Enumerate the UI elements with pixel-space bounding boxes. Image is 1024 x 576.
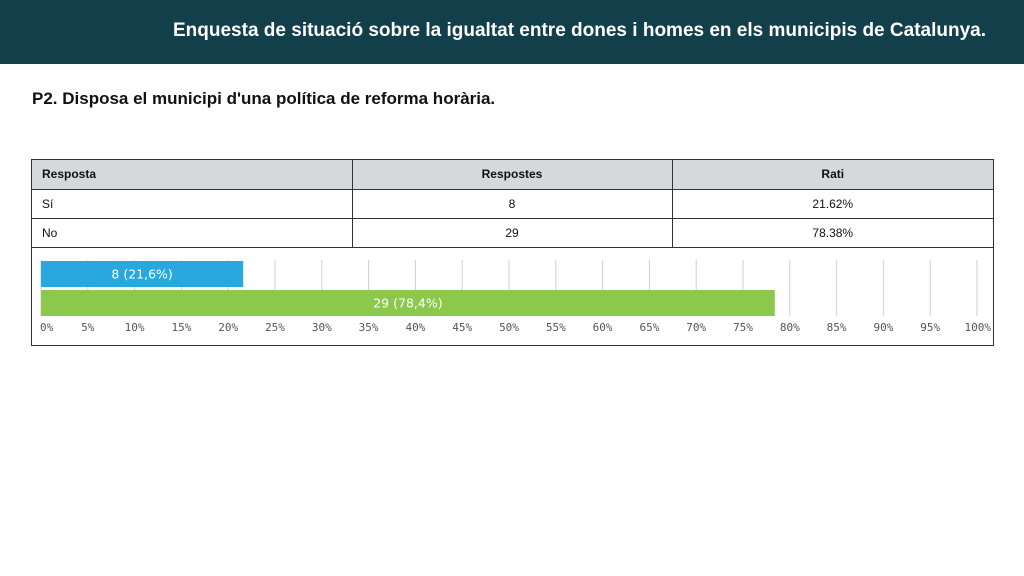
tick-label: 30% [312,321,332,334]
ratio-cell: 21.62% [672,189,993,219]
tick-label: 45% [452,321,472,334]
tick-label: 15% [171,321,191,334]
results-panel: Resposta Respostes Rati Sí 8 21.62% No 2… [31,159,994,346]
tick-label: 0% [40,321,54,334]
tick-label: 75% [733,321,753,334]
answer-cell: No [32,218,353,248]
table-row: Sí 8 21.62% [32,189,993,219]
tick-label: 85% [827,321,847,334]
bar-chart-svg: 8 (21,6%) 29 (78,4%) 0% 5% 10% 15% 20% 25% 30% 35… [40,259,992,334]
tick-label: 80% [780,321,800,334]
tick-label: 50% [499,321,519,334]
ratio-cell: 78.38% [672,218,993,248]
tick-label: 35% [359,321,379,334]
column-header-resposta: Resposta [32,160,353,190]
count-cell: 8 [352,189,673,219]
tick-label: 20% [218,321,238,334]
bar [41,260,244,287]
count-cell: 29 [352,218,673,248]
tick-label: 95% [920,321,940,334]
tick-label: 25% [265,321,285,334]
tick-label: 65% [639,321,659,334]
tick-label: 90% [873,321,893,334]
tick-label: 10% [125,321,145,334]
question-heading: P2. Disposa el municipi d'una política d… [32,89,496,108]
tick-label: 60% [593,321,613,334]
bar-label: 29 (78,4%) [373,295,442,310]
tick-label: 100% [965,321,992,334]
bar-label: 8 (21,6%) [111,266,172,281]
bar-chart: 8 (21,6%) 29 (78,4%) 0% 5% 10% 15% 20% 25% 30% 35… [32,248,993,345]
tick-label: 5% [81,321,95,334]
results-table: Resposta Respostes Rati Sí 8 21.62% No 2… [32,160,993,248]
page-title: Enquesta de situació sobre la igualtat e… [173,20,986,41]
table-row: No 29 78.38% [32,218,993,248]
tick-label: 40% [405,321,425,334]
answer-cell: Sí [32,189,353,219]
table-header-row: Resposta Respostes Rati [32,160,993,190]
bar [41,289,775,316]
column-header-respostes: Respostes [352,160,673,190]
header-banner: Enquesta de situació sobre la igualtat e… [0,0,1024,64]
tick-label: 70% [686,321,706,334]
column-header-rati: Rati [672,160,993,190]
tick-label: 55% [546,321,566,334]
